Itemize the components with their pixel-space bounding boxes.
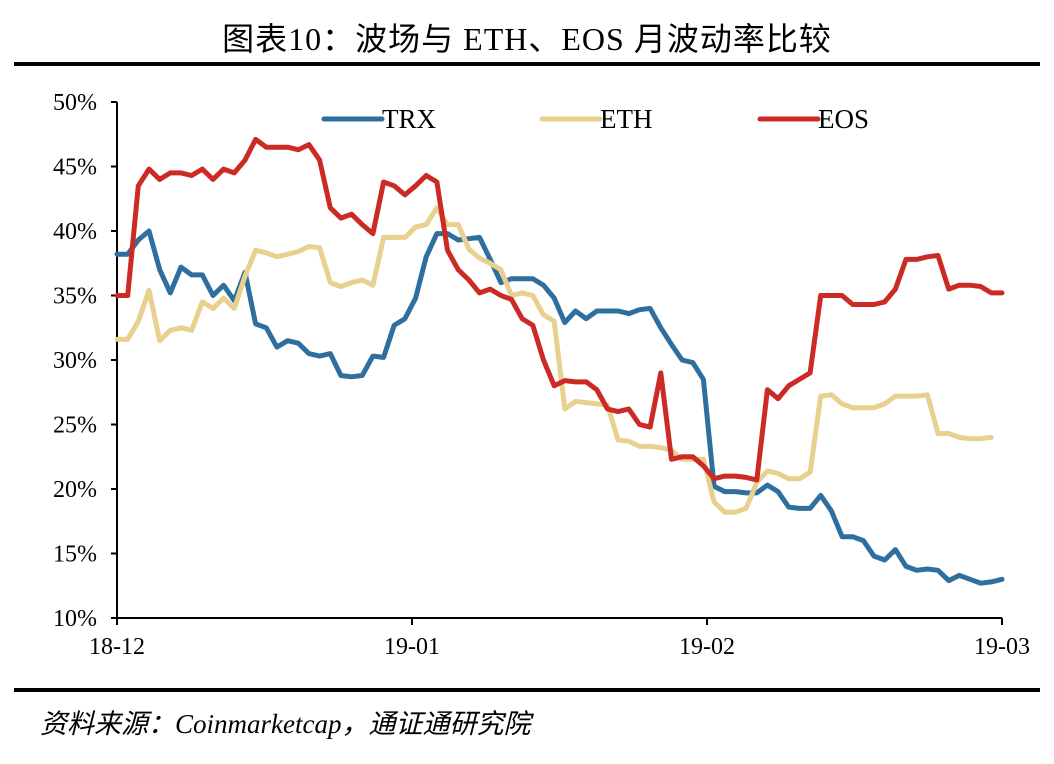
y-tick-label: 35% xyxy=(53,284,97,310)
series-line-trx xyxy=(114,228,1005,586)
series-line-eos xyxy=(114,136,1005,483)
x-tick-label: 19-01 xyxy=(384,634,440,660)
x-tick-label: 19-03 xyxy=(974,634,1030,660)
y-tick-label: 30% xyxy=(53,348,97,374)
y-tick-label: 20% xyxy=(53,477,97,503)
y-tick-label: 10% xyxy=(53,606,97,632)
chart-title: 图表10：波场与 ETH、EOS 月波动率比较 xyxy=(222,21,832,57)
x-tick-label: 19-02 xyxy=(679,634,735,660)
y-tick-label: 15% xyxy=(53,542,97,568)
y-tick-label: 50% xyxy=(53,90,97,116)
line-chart: 10% 15% 20% 25% 30% 35% 40% 45% 50% 18-12 19-01 19-… xyxy=(53,90,1030,660)
source-note: 资料来源：Coinmarketcap，通证通研究院 xyxy=(40,709,531,739)
y-tick-label: 25% xyxy=(53,413,97,439)
y-tick-label: 45% xyxy=(53,155,97,181)
x-tick-label: 18-12 xyxy=(89,634,145,660)
legend-label-trx: TRX xyxy=(382,104,437,134)
bottom-rule xyxy=(14,688,1040,692)
series-line-eth xyxy=(114,205,994,515)
legend-label-eth: ETH xyxy=(600,104,652,134)
top-rule xyxy=(14,62,1040,66)
y-tick-label: 40% xyxy=(53,219,97,245)
legend-label-eos: EOS xyxy=(818,104,869,134)
